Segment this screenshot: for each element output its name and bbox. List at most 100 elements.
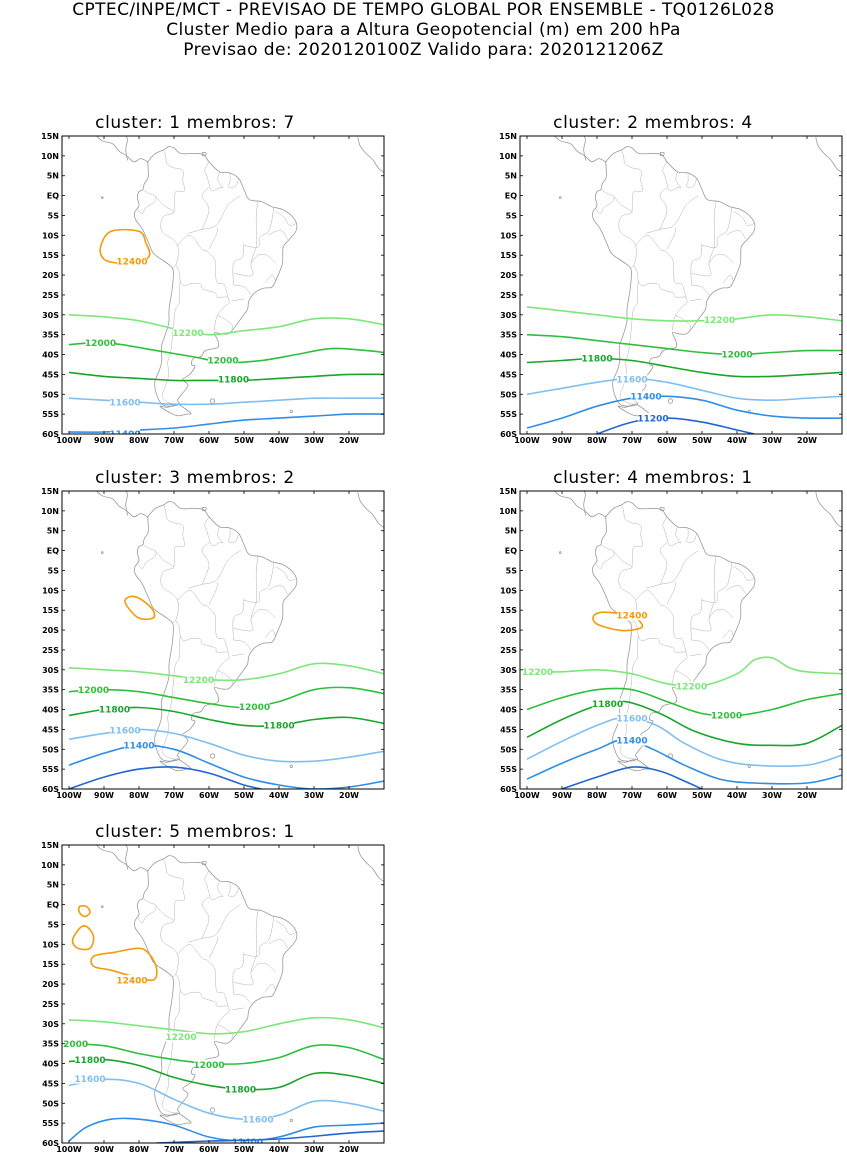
- state-border: [187, 550, 241, 589]
- lat-tick-label: 50S: [42, 745, 59, 754]
- lat-tick-label: 5N: [47, 881, 59, 890]
- falklands-island: [209, 398, 216, 404]
- lat-tick-label: 60S: [500, 785, 517, 794]
- lon-tick-label: 60W: [657, 791, 677, 800]
- lat-tick-label: 40S: [42, 706, 59, 715]
- lat-tick-label: EQ: [505, 192, 517, 201]
- state-border: [255, 201, 259, 248]
- state-border: [233, 247, 257, 277]
- map-frame: [61, 135, 385, 435]
- contour-11400: [68, 1117, 384, 1142]
- contour-label-12000: 12000: [207, 357, 238, 367]
- lat-tick-label: 5N: [505, 527, 517, 536]
- state-border: [666, 227, 677, 250]
- contour-label-11600: 11600: [616, 375, 647, 385]
- contour-label-bg: [110, 429, 140, 434]
- map-frame: [61, 490, 385, 790]
- state-border: [726, 585, 747, 595]
- lon-tick-label: 50W: [692, 436, 712, 445]
- lat-tick-label: 15N: [41, 132, 59, 141]
- country-border: [685, 527, 698, 543]
- lat-tick-label: 60S: [42, 1139, 59, 1148]
- state-border: [208, 582, 219, 605]
- country-border: [177, 235, 229, 297]
- contour-label-12000: 12000: [78, 686, 109, 696]
- contour-12000: [68, 686, 384, 709]
- panel-title: cluster: 4 membros: 1: [553, 468, 753, 488]
- south-america-coastline: [592, 146, 756, 407]
- state-border: [659, 542, 668, 585]
- contour-11800: [526, 700, 842, 747]
- falklands-island: [209, 753, 216, 759]
- state-border: [201, 187, 210, 230]
- contour-label-12000: 12000: [711, 712, 742, 722]
- lat-tick-label: 5S: [48, 920, 60, 929]
- contour-label-12000: 12000: [239, 703, 270, 713]
- country-border: [137, 189, 157, 214]
- lat-tick-label: 10S: [42, 231, 59, 240]
- central-america-coastline: [95, 845, 148, 872]
- contour-label-bg: [166, 1031, 196, 1042]
- lon-tick-label: 70W: [164, 791, 184, 800]
- contour-label-11600: 11600: [74, 1075, 105, 1085]
- country-border: [217, 171, 224, 188]
- state-border: [645, 195, 699, 234]
- island-coastline: [201, 507, 207, 512]
- lon-tick-label: 50W: [692, 791, 712, 800]
- contour-label-bg: [522, 666, 553, 677]
- lon-tick-label: 50W: [234, 791, 254, 800]
- lat-tick-label: 35S: [500, 331, 517, 340]
- lon-tick-label: 70W: [164, 436, 184, 445]
- lon-tick-label: 60W: [657, 436, 677, 445]
- country-border: [227, 172, 240, 188]
- country-border: [155, 550, 179, 624]
- country-border: [672, 296, 688, 331]
- state-border: [255, 910, 259, 957]
- lat-tick-label: EQ: [47, 547, 59, 556]
- south-georgia-island: [289, 1118, 293, 1122]
- country-border: [214, 1005, 230, 1040]
- country-border: [662, 516, 682, 546]
- lat-tick-label: 10S: [500, 231, 517, 240]
- country-border: [635, 235, 687, 297]
- state-border: [264, 983, 276, 993]
- contour-label-bg: [711, 710, 742, 721]
- contour-label-12400: 12400: [616, 612, 647, 622]
- country-border: [163, 149, 186, 213]
- lon-tick-label: 80W: [587, 791, 607, 800]
- state-border: [689, 298, 703, 302]
- lat-tick-label: 15N: [41, 487, 59, 496]
- state-border: [264, 629, 276, 639]
- state-border: [722, 274, 734, 284]
- contour-11600: [68, 1078, 384, 1121]
- contour-11400: [68, 744, 384, 789]
- lon-tick-label: 20W: [339, 1145, 359, 1154]
- contour-label-bg: [194, 1059, 224, 1070]
- cluster-map: 12400 12200 12000 12000 11800 11600 11400 15N 10…: [41, 132, 385, 445]
- lat-tick-label: 25S: [42, 1000, 59, 1009]
- state-border: [708, 253, 734, 264]
- state-border: [691, 602, 715, 632]
- lon-tick-label: 50W: [234, 1145, 254, 1154]
- contour-11200: [156, 1130, 384, 1143]
- caribbean-coastline: [582, 491, 587, 516]
- state-border: [713, 201, 717, 248]
- galapagos-island: [558, 196, 562, 199]
- state-border: [264, 274, 276, 284]
- falklands-island: [667, 398, 674, 404]
- lon-tick-label: 90W: [552, 436, 572, 445]
- contour-label-bg: [99, 704, 130, 715]
- contour-label-11200: 11200: [637, 414, 668, 424]
- state-border: [701, 562, 733, 603]
- contour-label-bg: [676, 681, 707, 692]
- contour-label-12000: 12000: [85, 339, 116, 349]
- lat-tick-label: 55S: [42, 1119, 59, 1128]
- lat-tick-label: 55S: [500, 410, 517, 419]
- contour-label-bg: [75, 1073, 105, 1084]
- contour-label-12000: 12000: [57, 1040, 88, 1050]
- lat-tick-label: 20S: [42, 626, 59, 635]
- cluster-panel-4: cluster: 4 membros: 1 12400 12200 12200 120…: [488, 468, 843, 800]
- contour-12200: [68, 1016, 384, 1035]
- state-border: [243, 916, 275, 957]
- contour-12000: [526, 333, 842, 356]
